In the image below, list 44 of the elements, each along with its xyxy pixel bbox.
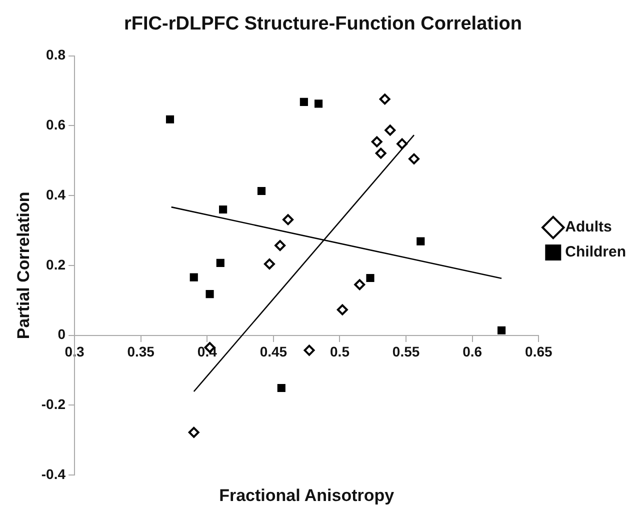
point [166, 115, 174, 124]
x-tick-label: 0.35 [127, 344, 155, 360]
point [384, 124, 396, 136]
point [257, 186, 266, 196]
point [300, 98, 308, 106]
point [219, 205, 228, 214]
legend-label: Adults [565, 218, 612, 236]
point [206, 290, 214, 298]
point [498, 326, 506, 334]
point [371, 136, 382, 148]
y-tick-label: 0.4 [46, 186, 66, 202]
y-tick-label: -0.2 [41, 396, 66, 412]
point [354, 279, 366, 290]
point [408, 153, 420, 164]
legend-label: Children [565, 244, 626, 261]
x-tick-label: 0.45 [260, 344, 288, 360]
y-tick-label: 0.8 [46, 46, 66, 63]
y-axis-title: Partial Correlation [14, 192, 33, 340]
point [277, 384, 286, 392]
point [282, 214, 294, 226]
x-tick-label: 0.65 [525, 344, 552, 360]
point [264, 258, 275, 270]
point [216, 258, 224, 267]
x-axis-title: Fractional Anisotropy [219, 486, 395, 506]
x-tick-label: 0.55 [392, 344, 420, 360]
y-tick-label: 0.6 [46, 116, 66, 133]
point [416, 237, 425, 246]
point [188, 426, 200, 438]
point [366, 274, 374, 282]
point [396, 138, 408, 150]
x-tick-label: 0.6 [462, 344, 482, 360]
point [314, 100, 323, 108]
point [336, 304, 348, 316]
point [274, 240, 286, 251]
point [375, 148, 386, 159]
y-tick-label: -0.4 [41, 466, 66, 482]
point [304, 344, 315, 356]
y-tick-label: 0.2 [46, 256, 66, 272]
x-tick-label: 0.3 [64, 344, 84, 360]
x-tick-label: 0.5 [330, 344, 350, 360]
y-tick-label: 0 [58, 326, 66, 342]
chart-title: rFIC-rDLPFC Structure-Function Correlation [124, 14, 522, 35]
point [190, 273, 198, 282]
point [379, 94, 390, 105]
